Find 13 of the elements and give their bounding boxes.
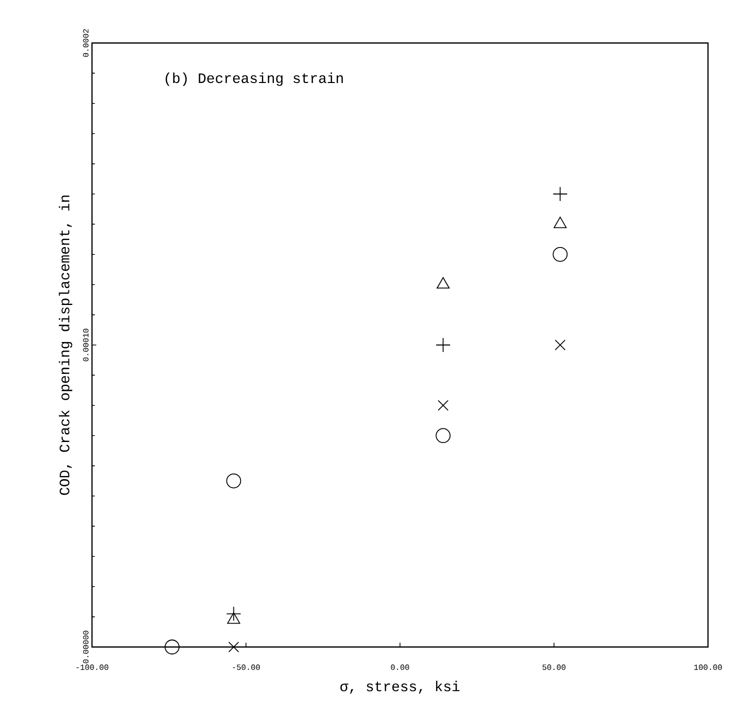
point: [438, 400, 449, 411]
point: [552, 186, 568, 202]
point: [226, 473, 242, 488]
point: [436, 338, 451, 352]
annotation: (b) Decreasing strain: [166, 72, 343, 86]
y-axis-title: COD, Crack opening displacement, in: [58, 196, 72, 495]
point: [226, 606, 242, 622]
point: [554, 340, 566, 350]
point: [436, 428, 451, 444]
point: [164, 640, 180, 654]
x-axis-title: σ, stress, ksi: [340, 680, 460, 694]
point: [228, 642, 240, 652]
point: [552, 246, 568, 262]
